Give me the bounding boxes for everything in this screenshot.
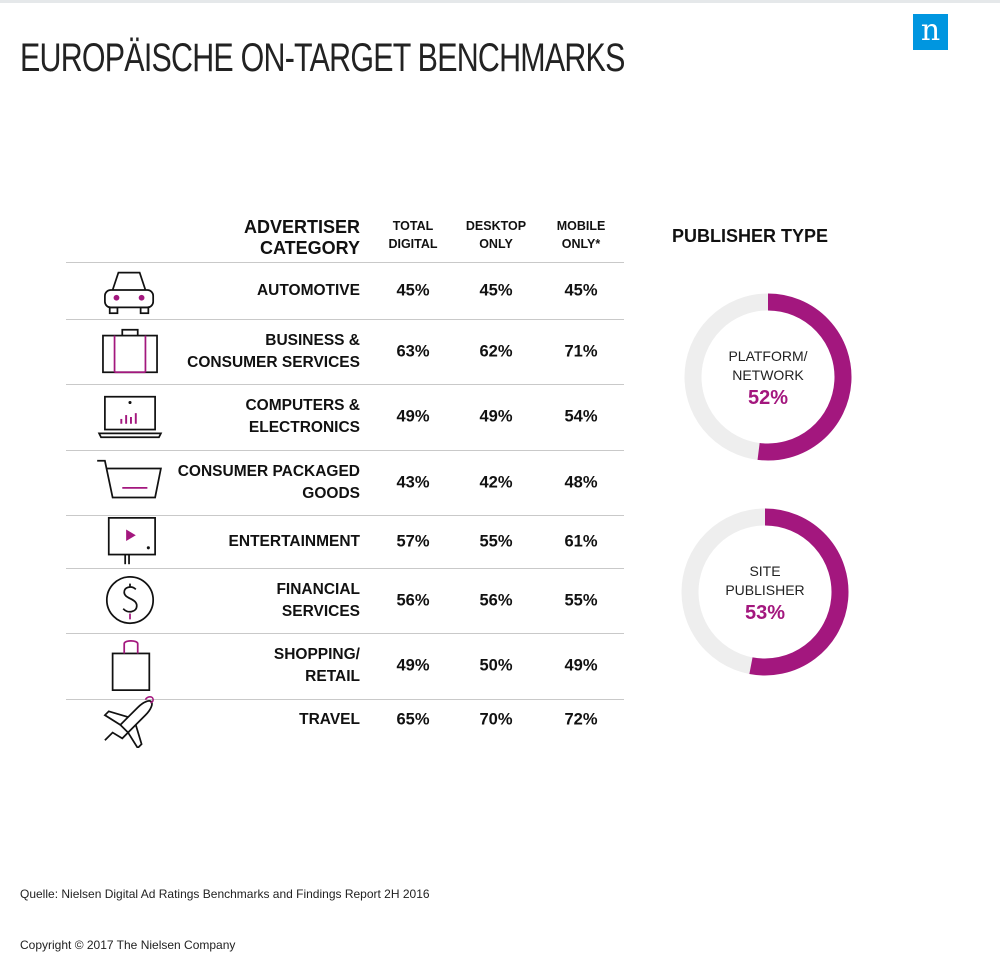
mobile-value-cell: 45%	[564, 281, 598, 300]
mobile-value-cell: 61%	[564, 532, 598, 551]
row-divider	[66, 384, 624, 385]
desktop-value-cell: 45%	[479, 281, 513, 300]
total-value-cell: 63%	[396, 342, 430, 361]
car-icon	[104, 271, 155, 315]
donut-slice	[749, 508, 849, 676]
tv-icon	[107, 516, 156, 565]
row-divider	[66, 699, 624, 700]
row-divider	[66, 262, 624, 263]
row-divider	[66, 633, 624, 634]
total-value-cell: 65%	[396, 710, 430, 729]
laptop-icon	[97, 395, 163, 439]
desktop-value-cell: 56%	[479, 591, 513, 610]
page-title: EUROPÄISCHE ON-TARGET BENCHMARKS	[20, 36, 625, 80]
mobile-value-cell: 55%	[564, 591, 598, 610]
shopping-bag-icon	[111, 640, 151, 692]
row-divider	[66, 568, 624, 569]
cart-icon	[97, 459, 162, 499]
airplane-icon	[103, 696, 154, 748]
total-value-cell: 57%	[396, 532, 430, 551]
dollar-icon	[105, 575, 155, 625]
category-label: COMPUTERS & ELECTRONICS	[245, 397, 360, 436]
nielsen-logo: n	[913, 14, 948, 50]
header-total-digital: TOTAL DIGITAL	[388, 219, 438, 251]
donut-value: 52%	[747, 387, 789, 409]
category-label: AUTOMOTIVE	[256, 282, 360, 299]
category-label: TRAVEL	[299, 711, 360, 728]
mobile-value-cell: 71%	[564, 342, 598, 361]
row-divider	[66, 450, 624, 451]
publisher-donut	[684, 293, 852, 461]
donut-value: 53%	[744, 602, 786, 624]
header-desktop-only: DESKTOP ONLY	[465, 219, 527, 251]
copyright-note: Copyright © 2017 The Nielsen Company	[20, 938, 236, 952]
row-divider	[66, 319, 624, 320]
top-border	[0, 0, 1000, 3]
header-mobile-only: MOBILE ONLY*	[556, 219, 606, 251]
desktop-value-cell: 49%	[479, 407, 513, 426]
desktop-value-cell: 62%	[479, 342, 513, 361]
mobile-value-cell: 54%	[564, 407, 598, 426]
desktop-value-cell: 70%	[479, 710, 513, 729]
total-value-cell: 43%	[396, 473, 430, 492]
total-value-cell: 45%	[396, 281, 430, 300]
donut-slice	[757, 293, 852, 461]
category-label: SHOPPING/ RETAIL	[273, 646, 360, 685]
total-value-cell: 49%	[396, 656, 430, 675]
donut-series-name: PLATFORM/ NETWORK	[728, 348, 808, 383]
category-label: CONSUMER PACKAGED GOODS	[177, 463, 360, 502]
row-divider	[66, 515, 624, 516]
desktop-value-cell: 50%	[479, 656, 513, 675]
header-advertiser-category: ADVERTISER CATEGORY	[243, 217, 360, 258]
desktop-value-cell: 55%	[479, 532, 513, 551]
publisher-type-title: PUBLISHER TYPE	[672, 226, 829, 246]
donut-series-name: SITE PUBLISHER	[725, 563, 805, 598]
donut-label: SITE PUBLISHER 53%	[695, 562, 835, 626]
briefcase-icon	[102, 328, 158, 374]
source-note: Quelle: Nielsen Digital Ad Ratings Bench…	[20, 887, 430, 901]
mobile-value-cell: 48%	[564, 473, 598, 492]
mobile-value-cell: 49%	[564, 656, 598, 675]
total-value-cell: 49%	[396, 407, 430, 426]
publisher-donut	[681, 508, 849, 676]
category-label: FINANCIAL SERVICES	[276, 581, 360, 620]
desktop-value-cell: 42%	[479, 473, 513, 492]
mobile-value-cell: 72%	[564, 710, 598, 729]
donut-label: PLATFORM/ NETWORK 52%	[698, 347, 838, 411]
total-value-cell: 56%	[396, 591, 430, 610]
category-label: ENTERTAINMENT	[228, 533, 360, 550]
category-label: BUSINESS & CONSUMER SERVICES	[187, 332, 360, 371]
